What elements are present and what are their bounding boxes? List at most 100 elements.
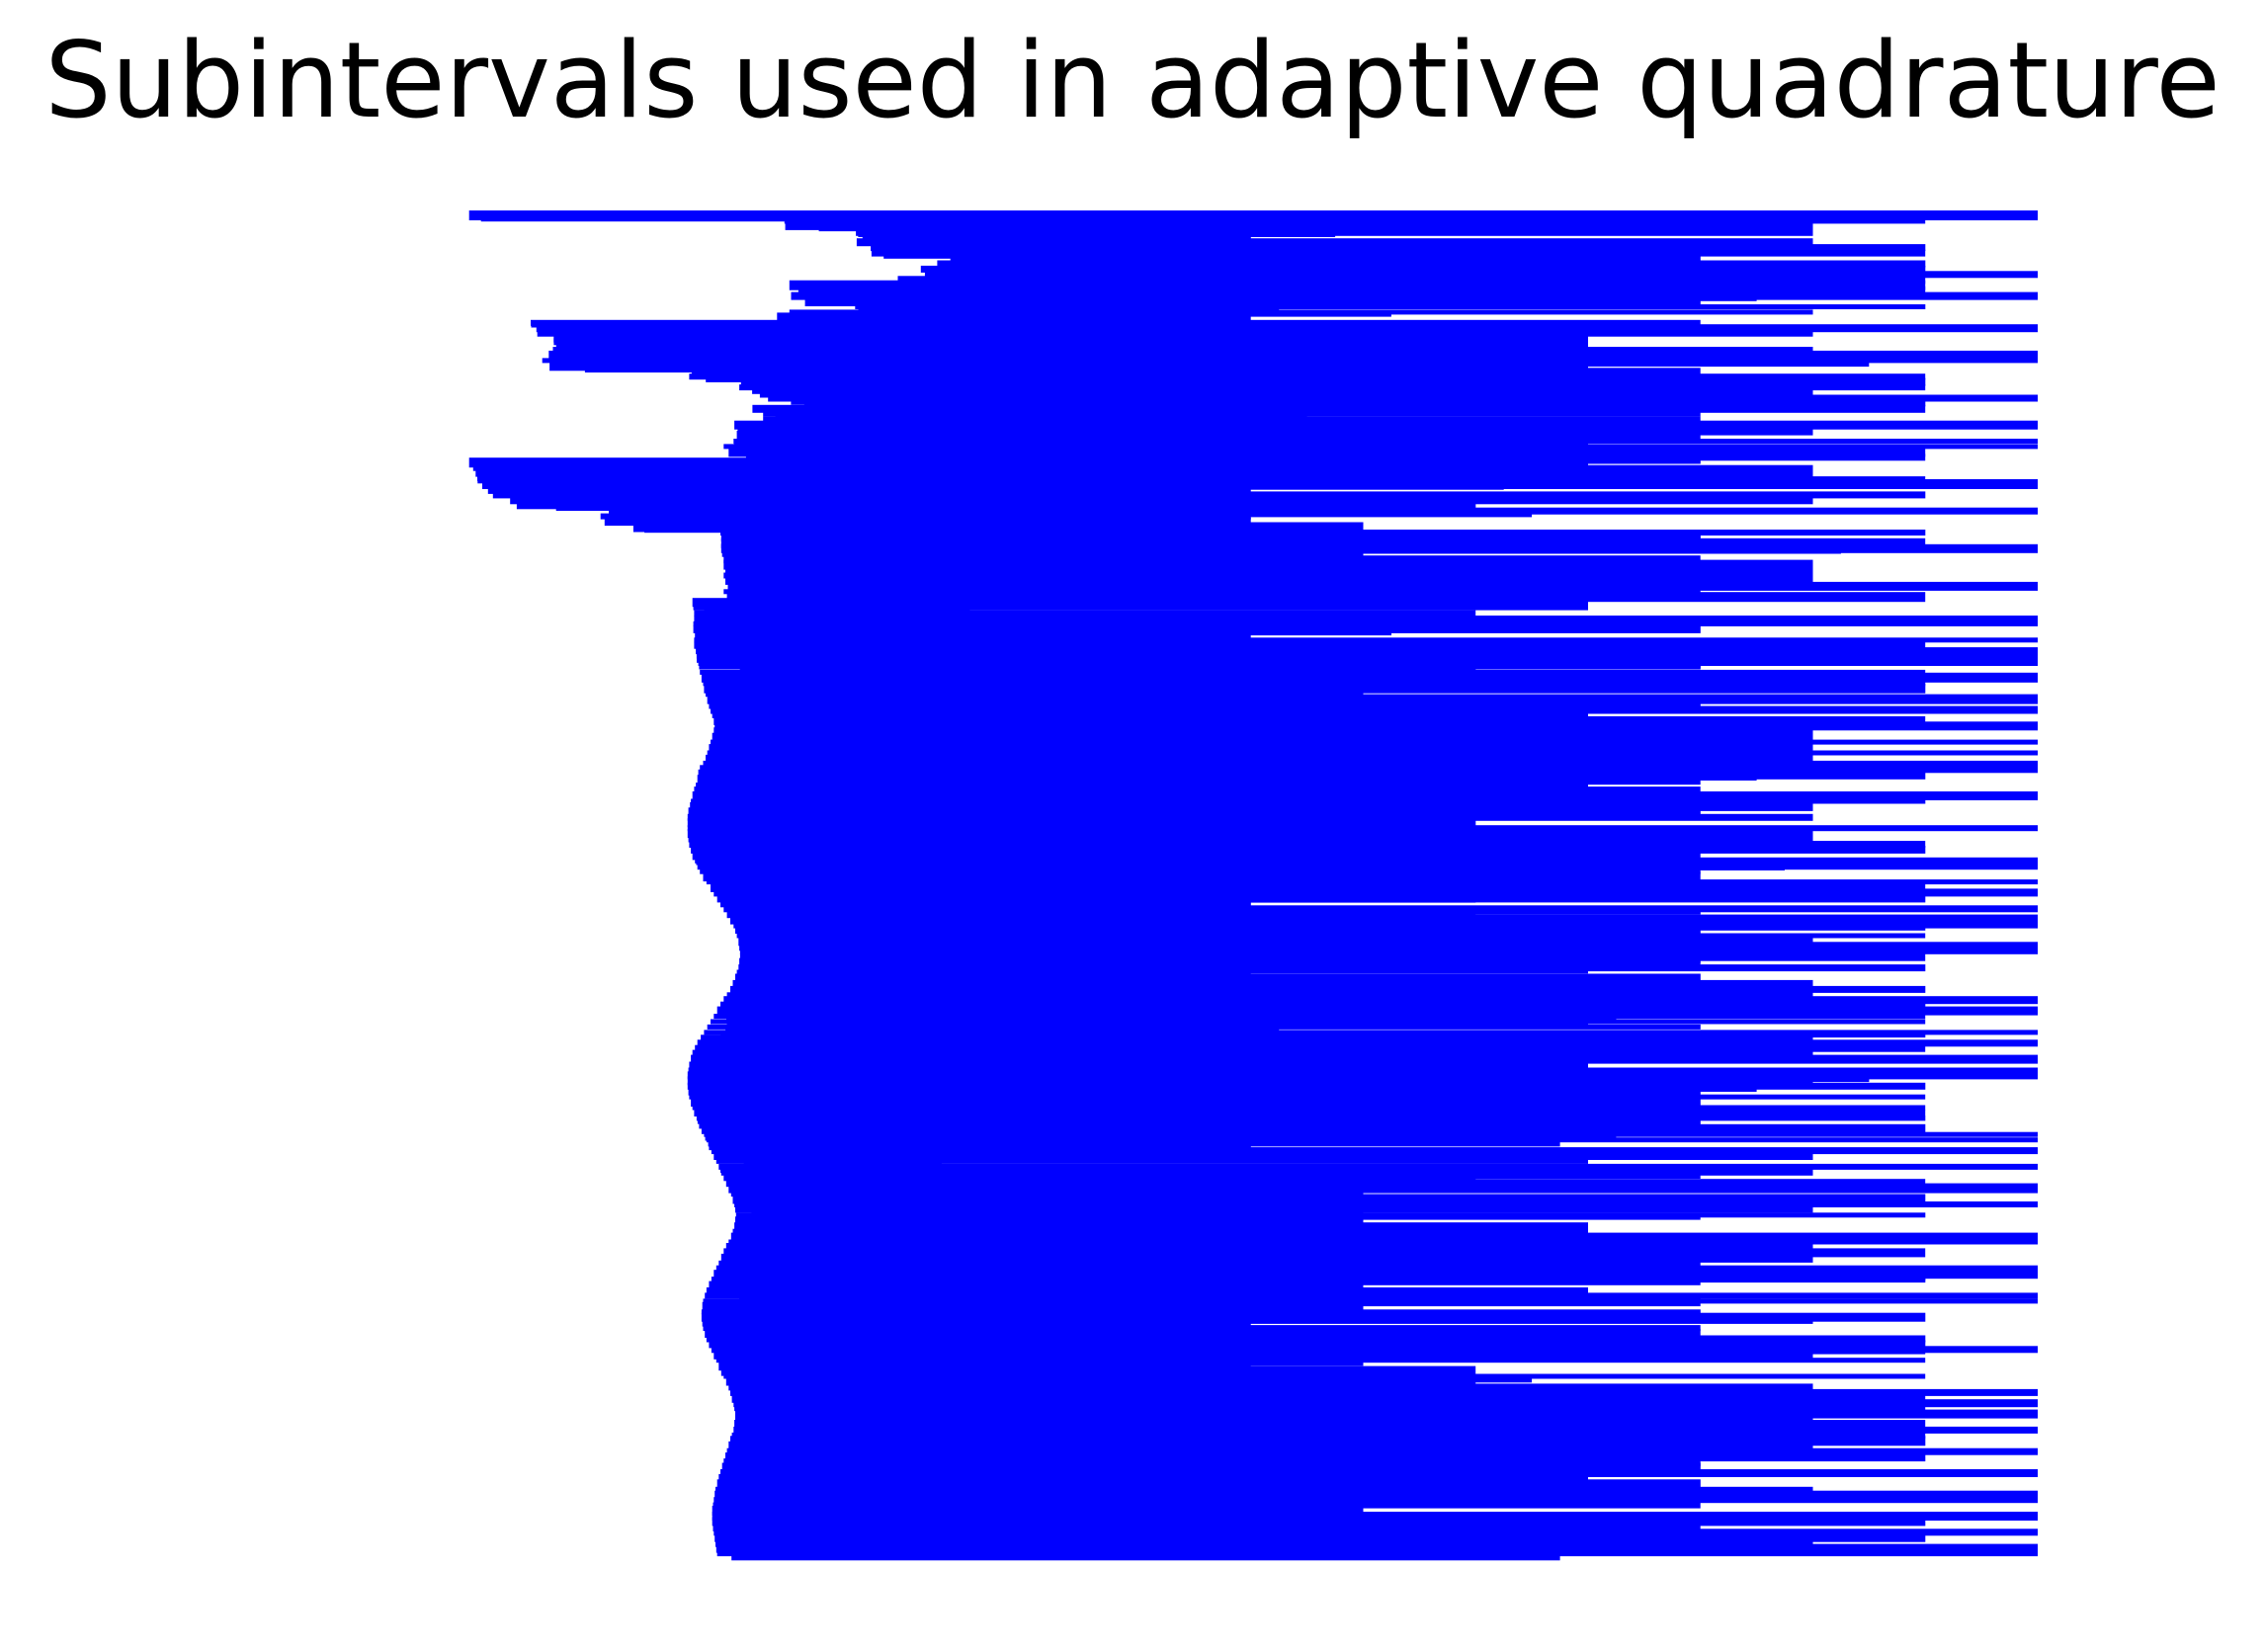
subinterval-bar	[709, 1140, 1251, 1151]
subinterval-bar	[693, 605, 1588, 611]
subinterval-bar	[721, 1315, 1813, 1324]
subinterval-bar	[632, 522, 1364, 533]
subinterval-bar	[689, 1061, 1588, 1068]
subinterval-bar	[728, 1441, 1813, 1451]
subinterval-bar	[697, 862, 2039, 870]
subinterval-bar	[717, 1483, 1533, 1490]
subinterval-bar	[862, 234, 1251, 240]
subinterval-bar	[744, 585, 1504, 593]
subinterval-bar	[711, 660, 1701, 669]
subinterval-bar	[715, 1158, 1588, 1164]
subinterval-bar	[725, 1243, 1813, 1252]
subinterval-bar	[777, 312, 1251, 323]
subinterval-bar	[734, 1222, 1588, 1230]
subinterval-bar	[691, 368, 1701, 375]
subinterval-bar	[604, 518, 1251, 527]
subinterval-bar	[711, 882, 1926, 892]
subinterval-bar	[735, 1415, 1813, 1424]
subinterval-bar	[720, 543, 2038, 553]
subinterval-bar	[703, 871, 1701, 882]
subinterval-bar	[694, 1110, 1926, 1116]
subinterval-bar	[713, 1152, 1813, 1160]
subinterval-bar	[739, 666, 1476, 674]
subinterval-bar	[553, 335, 1588, 343]
subinterval-bar	[696, 783, 1588, 788]
subinterval-bar	[704, 1030, 2038, 1035]
subinterval-bar	[715, 1486, 1813, 1492]
subinterval-bar	[687, 813, 1813, 821]
subinterval-bar	[688, 835, 1813, 843]
subinterval-bar	[734, 1201, 2038, 1207]
subinterval-bar	[809, 301, 1138, 306]
subinterval-bar	[687, 1076, 1813, 1086]
subinterval-bar	[855, 304, 1926, 309]
subinterval-bar	[702, 1318, 1251, 1327]
subinterval-bar	[750, 1403, 1560, 1409]
subinterval-bar	[692, 1049, 1813, 1058]
subinterval-bar	[720, 534, 1701, 541]
subinterval-bar	[695, 629, 1251, 640]
subinterval-bar	[727, 1370, 830, 1377]
subinterval-bar	[733, 440, 1588, 449]
subinterval-bar	[712, 1517, 1926, 1527]
subinterval-bar	[871, 249, 1926, 257]
subinterval-bar	[713, 1014, 1926, 1020]
subinterval-bar	[537, 330, 1813, 337]
subinterval-bar	[709, 700, 1701, 709]
chart-title: Subintervals used in adaptive quadrature	[44, 20, 2221, 141]
subinterval-bar	[695, 1044, 1926, 1052]
subinterval-bar	[691, 845, 1926, 854]
subinterval-bar	[735, 973, 1701, 984]
subinterval-bar	[691, 1098, 1701, 1108]
subinterval-bar	[720, 1365, 1476, 1376]
subinterval-bar	[723, 633, 801, 641]
subinterval-bar	[713, 1350, 1813, 1360]
subinterval-bar	[732, 1228, 1588, 1234]
subinterval-bar	[736, 431, 1701, 441]
subinterval-bar	[736, 969, 1251, 977]
subinterval-bar	[688, 1087, 1701, 1096]
subinterval-bar	[725, 565, 1813, 575]
subinterval-bar	[555, 339, 1588, 350]
subinterval-bar	[699, 601, 1420, 610]
subinterval-bar	[531, 319, 1701, 326]
subinterval-bar	[739, 942, 2038, 951]
subinterval-bar	[713, 619, 1813, 623]
subinterval-bar	[758, 947, 1926, 951]
subinterval-bar	[871, 244, 1926, 252]
subinterval-bar	[732, 979, 1813, 988]
subinterval-bar	[714, 721, 2039, 731]
subinterval-bar	[712, 711, 1251, 718]
subinterval-bar	[726, 1020, 1588, 1029]
subinterval-bar	[755, 1548, 1448, 1553]
subinterval-bar	[728, 1383, 1813, 1391]
subinterval-bar	[695, 857, 2039, 864]
subinterval-bar	[516, 472, 1673, 479]
subinterval-bars	[468, 210, 2039, 1561]
subinterval-bar	[703, 1298, 2038, 1304]
subinterval-bar	[762, 988, 1420, 996]
subinterval-bar	[725, 1026, 1280, 1033]
subinterval-bar	[791, 291, 2038, 300]
subinterval-bar	[722, 748, 1504, 753]
subinterval-bar	[718, 1361, 1251, 1371]
subinterval-bar	[694, 616, 2038, 621]
subinterval-bar	[858, 231, 1336, 237]
subinterval-bar	[577, 355, 1533, 362]
subinterval-bar	[773, 409, 1391, 415]
subinterval-bar	[705, 1329, 1701, 1338]
subinterval-bar	[723, 444, 2038, 450]
subinterval-bar	[725, 1452, 1926, 1462]
subinterval-bar	[749, 1235, 1533, 1243]
subinterval-bar	[700, 867, 1701, 874]
subinterval-bar	[763, 411, 1701, 417]
subinterval-bar	[732, 1194, 1926, 1204]
subinterval-bar	[716, 893, 1926, 903]
subinterval-bar	[707, 1102, 1167, 1108]
subinterval-bar	[735, 1212, 1926, 1218]
subinterval-bar	[723, 1174, 1476, 1182]
subinterval-bar	[713, 1528, 2038, 1536]
subinterval-bar	[468, 457, 1589, 468]
subinterval-bar	[694, 641, 1926, 649]
